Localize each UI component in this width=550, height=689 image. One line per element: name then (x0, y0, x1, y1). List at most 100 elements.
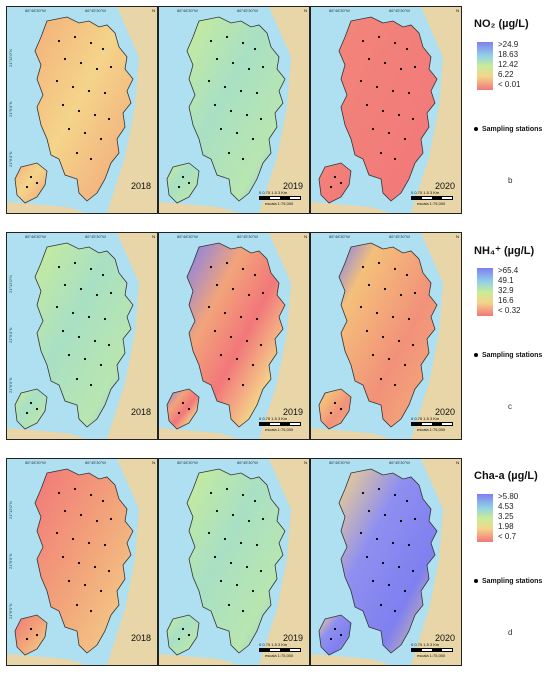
latitude-label: 21°12'0"N (8, 275, 13, 293)
sampling-station (95, 293, 99, 297)
legend-value: < 0.01 (498, 80, 521, 89)
scale-ticks: 0 0.75 1.5 3 Km (411, 416, 440, 421)
sampling-station (333, 627, 337, 631)
north-label: N (152, 460, 155, 465)
sampling-station (361, 491, 365, 495)
sampling-station (61, 103, 65, 107)
sampling-station (405, 47, 409, 51)
longitude-label: 86°45'30"W (389, 8, 410, 13)
sampling-station (63, 57, 67, 61)
sampling-station (225, 487, 229, 491)
sampling-station (107, 117, 111, 121)
lagoon-map-no2-2018 (7, 7, 157, 213)
sampling-station (207, 79, 211, 83)
sampling-station (261, 65, 265, 69)
sampling-station (101, 499, 105, 503)
sampling-station (229, 109, 233, 113)
sampling-station (225, 261, 229, 265)
sampling-station (227, 377, 231, 381)
scale-ticks: 0 0.75 1.5 3 Km (411, 190, 440, 195)
sampling-station (55, 79, 59, 83)
sampling-station (359, 531, 363, 535)
sampling-station (25, 185, 29, 189)
sampling-station (379, 603, 383, 607)
sampling-station (213, 103, 217, 107)
scale-bar-graphic (259, 196, 301, 200)
legend-value: >5.80 (498, 492, 519, 501)
legend-values: >24.9 18.63 12.42 6.22 < 0.01 (498, 40, 520, 90)
sampling-station (411, 569, 415, 573)
sampling-station (231, 287, 235, 291)
sampling-station (403, 589, 407, 593)
sampling-station (181, 627, 185, 631)
sampling-station (241, 493, 245, 497)
map-panel-nh4-2019: 86°48'30"W 86°45'30"W N 2019 0 0.75 1.5 3 Km… (158, 232, 310, 440)
sampling-station (235, 583, 239, 587)
legend-value: 49.1 (498, 276, 514, 285)
sampling-station (219, 579, 223, 583)
lagoon-surface-south (166, 388, 200, 430)
sampling-station (101, 273, 105, 277)
sampling-station (213, 555, 217, 559)
longitude-label: 86°45'30"W (237, 8, 258, 13)
sampling-station (89, 493, 93, 497)
sampling-station (241, 267, 245, 271)
longitude-label: 86°45'30"W (237, 234, 258, 239)
longitude-label: 86°45'30"W (85, 460, 106, 465)
sampling-station (67, 353, 71, 357)
sampling-station (109, 65, 113, 69)
sampling-station (77, 561, 81, 565)
sampling-station (359, 305, 363, 309)
north-label: N (456, 234, 459, 239)
lagoon-map-cha-2019 (159, 459, 309, 665)
sampling-station (371, 127, 375, 131)
sampling-station (393, 609, 397, 613)
sampling-station (411, 117, 415, 121)
sampling-station (239, 89, 243, 93)
sampling-stations-label: Sampling stations (482, 352, 543, 359)
sampling-station (399, 519, 403, 523)
lagoon-surface-south (14, 614, 48, 656)
sampling-station (87, 315, 91, 319)
land-area (107, 459, 157, 665)
sampling-station (241, 157, 245, 161)
scale-caption: escala 1:75,000 (417, 653, 446, 658)
sampling-station (391, 315, 395, 319)
sampling-stations-legend: Sampling stations (474, 578, 542, 585)
sampling-station (393, 41, 397, 45)
sampling-station (375, 537, 379, 541)
sampling-station (411, 343, 415, 347)
sampling-station (375, 311, 379, 315)
sampling-station (207, 531, 211, 535)
sampling-station (99, 589, 103, 593)
panel-letter: d (508, 628, 513, 637)
sampling-station (399, 67, 403, 71)
north-arrow-icon (293, 13, 303, 29)
sampling-station (75, 151, 79, 155)
lagoon-surface-south (166, 614, 200, 656)
longitude-label: 86°48'30"W (177, 234, 198, 239)
latitude-label: 21°12'0"N (8, 49, 13, 67)
sampling-station (235, 357, 239, 361)
longitude-label: 86°48'30"W (25, 460, 46, 465)
scale-bar: 0 0.75 1.5 3 Km escala 1:75,000 (259, 190, 307, 210)
sampling-station (187, 407, 191, 411)
sampling-station (377, 487, 381, 491)
scale-ticks: 0 0.75 1.5 3 Km (259, 416, 288, 421)
legend-value: 1.98 (498, 522, 514, 531)
land-area (411, 459, 461, 665)
sampling-station (103, 91, 107, 95)
longitude-label: 86°45'30"W (389, 460, 410, 465)
sampling-station (367, 283, 371, 287)
longitude-label: 86°48'30"W (329, 8, 350, 13)
year-label: 2019 (282, 633, 303, 643)
sampling-station (329, 185, 333, 189)
legend-value: 12.42 (498, 60, 519, 69)
sampling-station (255, 543, 259, 547)
sampling-station (387, 357, 391, 361)
sampling-station (93, 113, 97, 117)
sampling-station (397, 113, 401, 117)
sampling-station (35, 407, 39, 411)
sampling-station (177, 185, 181, 189)
map-panel-nh4-2020: 86°48'30"W 86°45'30"W N 2020 0 0.75 1.5 3 Km… (310, 232, 462, 440)
